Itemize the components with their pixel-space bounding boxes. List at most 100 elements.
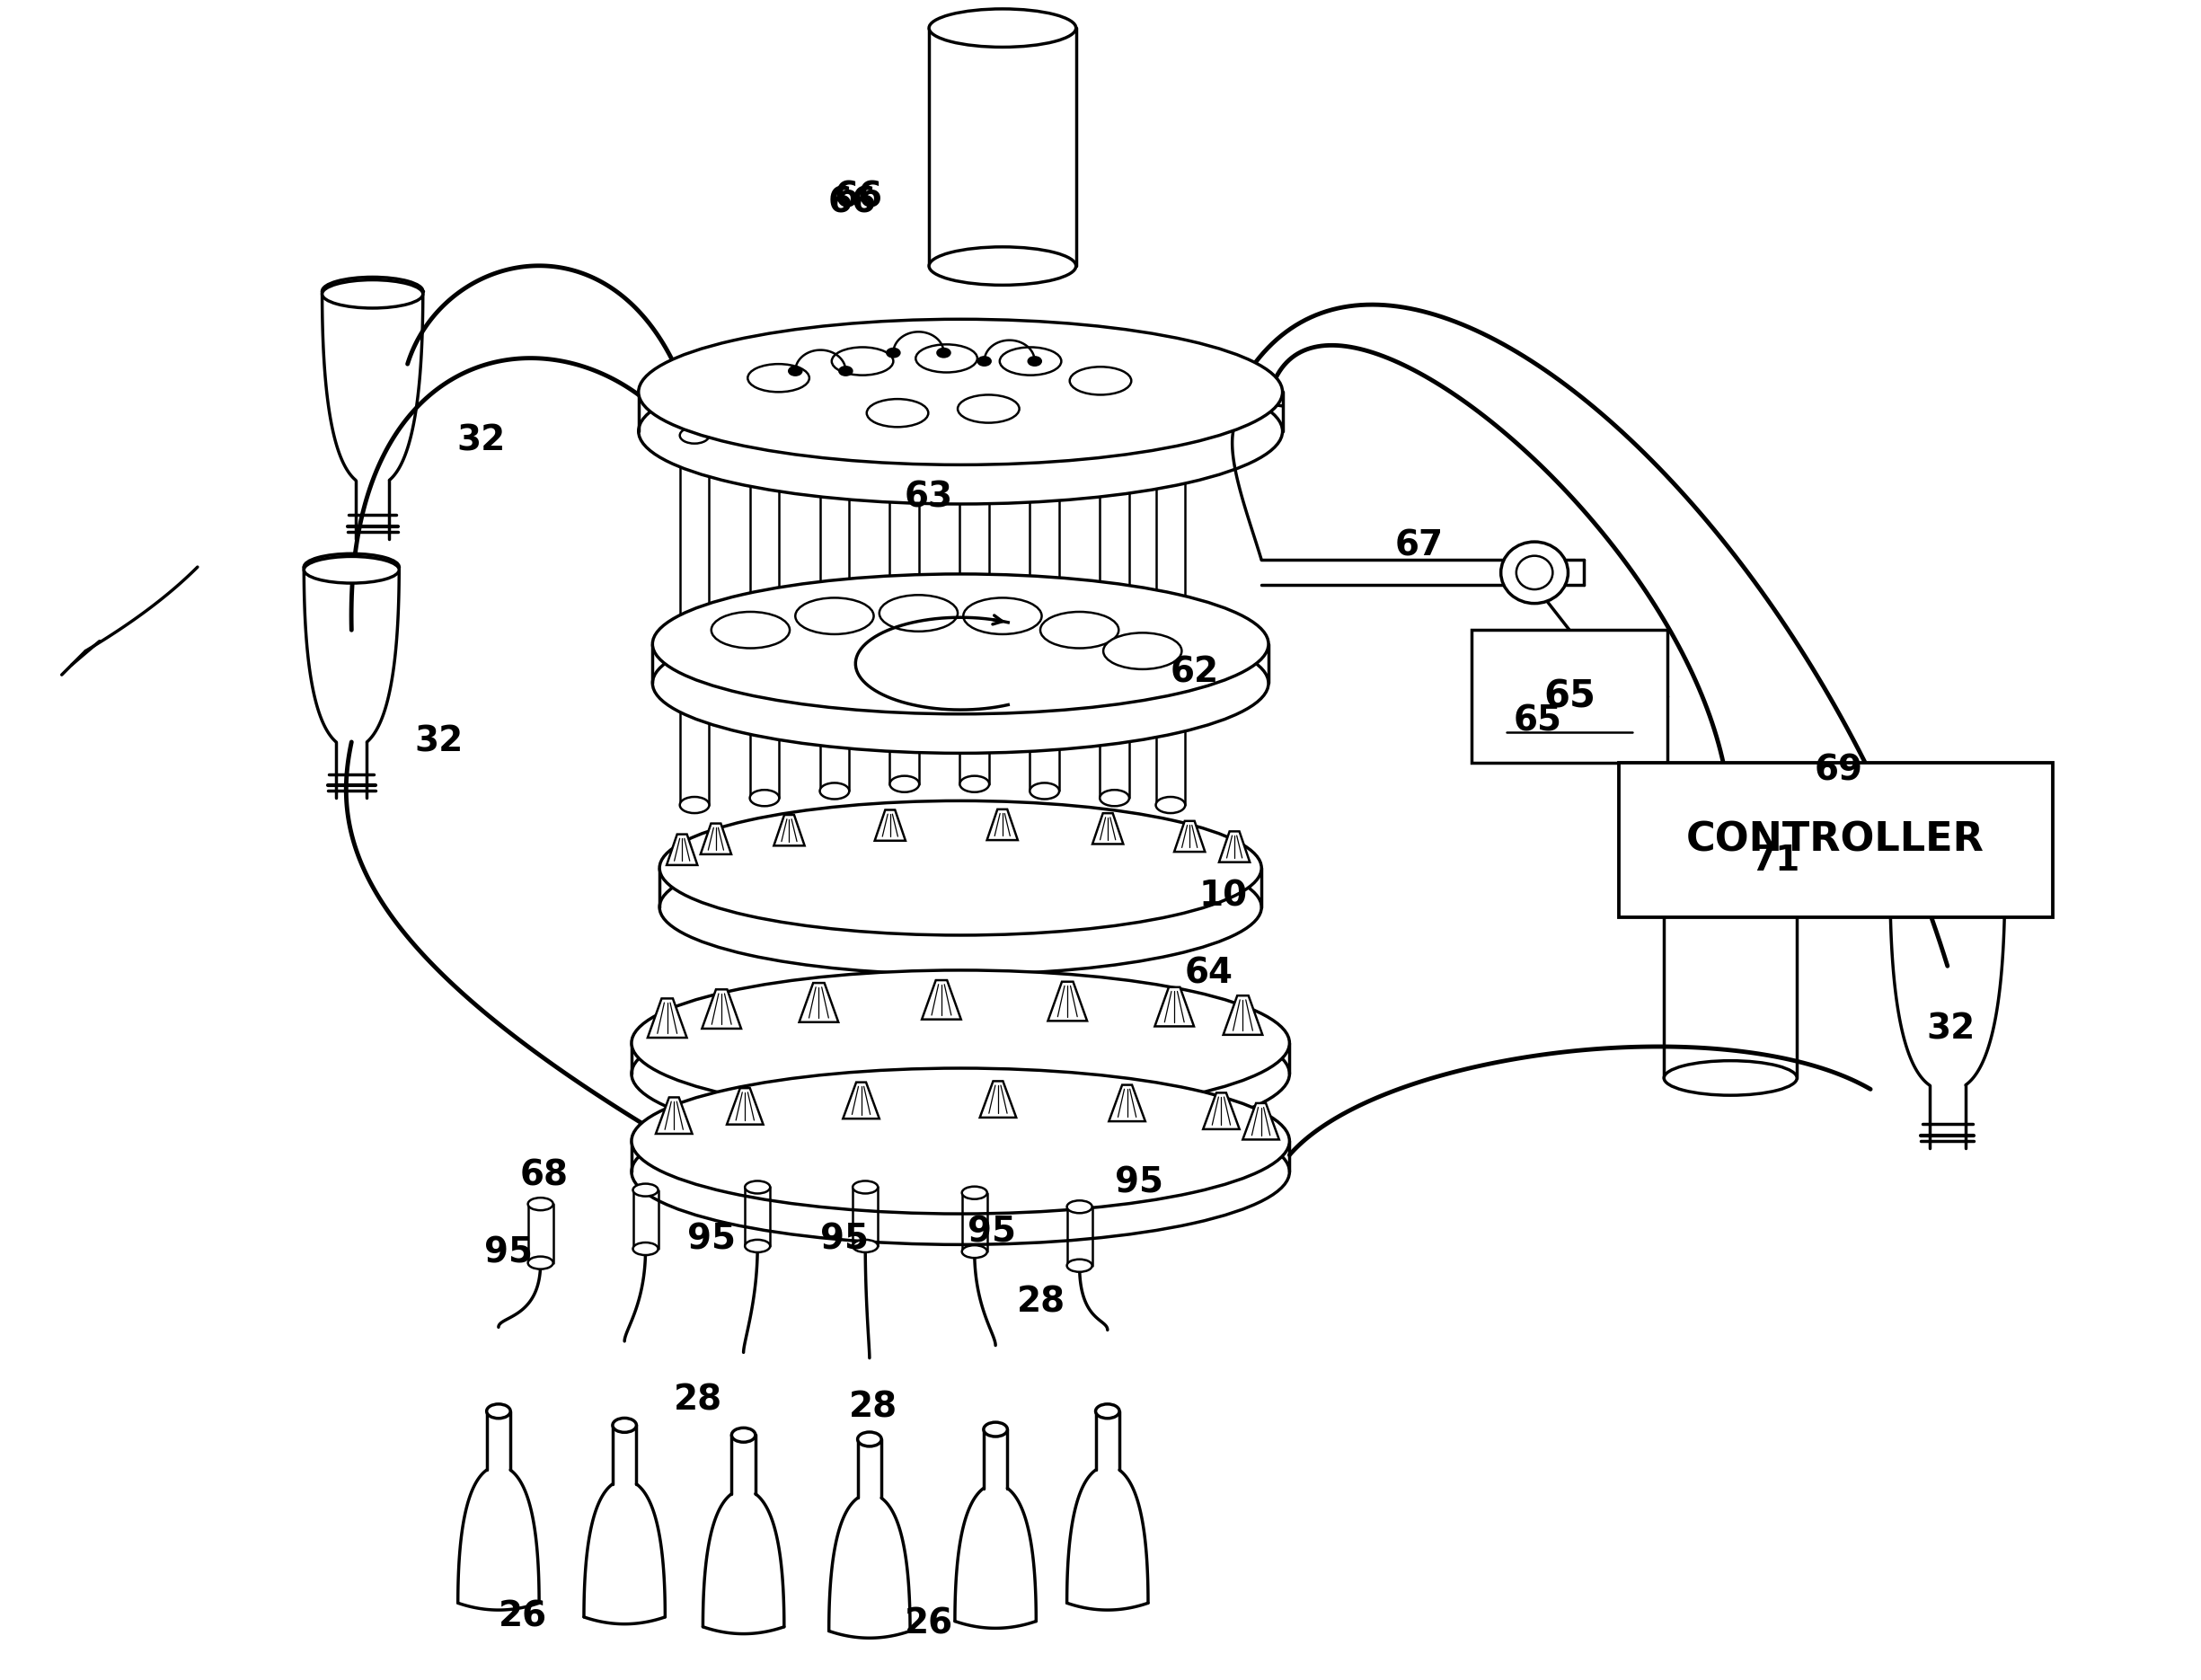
Polygon shape [1092, 813, 1123, 843]
Ellipse shape [852, 1181, 878, 1193]
Ellipse shape [632, 971, 1290, 1116]
Text: 32: 32 [456, 423, 506, 459]
Ellipse shape [880, 595, 957, 632]
Polygon shape [799, 983, 839, 1021]
Ellipse shape [748, 365, 810, 391]
Ellipse shape [486, 1404, 511, 1418]
Ellipse shape [1664, 1060, 1796, 1095]
Ellipse shape [929, 8, 1076, 47]
Ellipse shape [680, 796, 709, 813]
Polygon shape [1244, 1104, 1279, 1139]
Ellipse shape [867, 400, 929, 427]
Ellipse shape [839, 366, 852, 375]
Text: 28: 28 [850, 1389, 898, 1425]
Polygon shape [922, 979, 962, 1020]
Polygon shape [647, 998, 687, 1038]
Ellipse shape [651, 575, 1268, 714]
Text: CONTROLLER: CONTROLLER [1686, 822, 1985, 858]
Ellipse shape [1156, 796, 1184, 813]
Ellipse shape [660, 840, 1261, 974]
Polygon shape [700, 823, 731, 853]
Ellipse shape [1030, 427, 1059, 444]
Text: 32: 32 [414, 726, 462, 759]
Ellipse shape [321, 277, 423, 306]
Ellipse shape [832, 348, 894, 375]
Text: 26: 26 [497, 1599, 548, 1635]
Ellipse shape [638, 319, 1283, 465]
Ellipse shape [1067, 1260, 1092, 1272]
Ellipse shape [889, 427, 920, 444]
Text: 64: 64 [1184, 956, 1233, 990]
Ellipse shape [1096, 1404, 1120, 1418]
Polygon shape [1219, 832, 1250, 862]
Polygon shape [656, 1097, 691, 1134]
Text: 66: 66 [828, 186, 876, 220]
Ellipse shape [795, 598, 874, 635]
Ellipse shape [744, 1181, 770, 1193]
Ellipse shape [1030, 783, 1059, 800]
Ellipse shape [1041, 612, 1118, 648]
Bar [1472, 630, 1668, 763]
Ellipse shape [1891, 869, 2005, 900]
Ellipse shape [751, 790, 779, 806]
Ellipse shape [819, 783, 850, 800]
Ellipse shape [638, 358, 1283, 504]
Ellipse shape [1891, 865, 2005, 899]
Polygon shape [979, 1082, 1017, 1117]
Ellipse shape [634, 1184, 658, 1196]
Ellipse shape [929, 247, 1076, 286]
Ellipse shape [632, 1068, 1290, 1213]
Ellipse shape [731, 1428, 755, 1441]
Ellipse shape [852, 1240, 878, 1252]
Polygon shape [667, 835, 698, 865]
Ellipse shape [819, 427, 850, 444]
Text: 95: 95 [821, 1221, 869, 1257]
Ellipse shape [660, 801, 1261, 936]
Ellipse shape [916, 344, 977, 373]
Ellipse shape [634, 1243, 658, 1255]
Bar [1618, 763, 2054, 917]
Text: 95: 95 [687, 1221, 735, 1257]
Ellipse shape [528, 1198, 552, 1210]
Text: 32: 32 [1926, 1011, 1974, 1047]
Ellipse shape [1103, 633, 1182, 669]
Text: 95: 95 [1114, 1166, 1162, 1200]
Text: 95: 95 [484, 1236, 533, 1270]
Ellipse shape [1516, 556, 1552, 590]
Ellipse shape [651, 613, 1268, 753]
Text: 10: 10 [1200, 879, 1248, 912]
Text: 62: 62 [1171, 655, 1219, 689]
Text: 69: 69 [1814, 753, 1862, 786]
Ellipse shape [964, 598, 1041, 635]
Polygon shape [874, 810, 905, 840]
Ellipse shape [977, 358, 990, 366]
Ellipse shape [887, 349, 900, 358]
Ellipse shape [711, 612, 790, 648]
Ellipse shape [632, 1099, 1290, 1245]
Text: 28: 28 [674, 1383, 722, 1416]
Polygon shape [1173, 822, 1204, 852]
Ellipse shape [957, 395, 1019, 423]
Ellipse shape [984, 1423, 1008, 1436]
Ellipse shape [1664, 850, 1796, 885]
Ellipse shape [321, 281, 423, 307]
Text: 68: 68 [519, 1159, 568, 1193]
Text: 28: 28 [1017, 1285, 1065, 1319]
Ellipse shape [1070, 366, 1131, 395]
Ellipse shape [1028, 358, 1041, 366]
Text: 63: 63 [905, 480, 953, 514]
Text: 66: 66 [834, 180, 883, 215]
Ellipse shape [680, 427, 709, 444]
Ellipse shape [1067, 1201, 1092, 1213]
Polygon shape [1204, 1092, 1239, 1129]
Text: 26: 26 [905, 1608, 953, 1641]
Ellipse shape [632, 1001, 1290, 1147]
Polygon shape [1156, 988, 1193, 1026]
Ellipse shape [962, 1186, 986, 1200]
Polygon shape [1224, 996, 1263, 1035]
Polygon shape [1048, 981, 1087, 1021]
Ellipse shape [1501, 541, 1567, 603]
Ellipse shape [962, 1245, 986, 1258]
Ellipse shape [788, 366, 801, 375]
Polygon shape [726, 1089, 764, 1124]
